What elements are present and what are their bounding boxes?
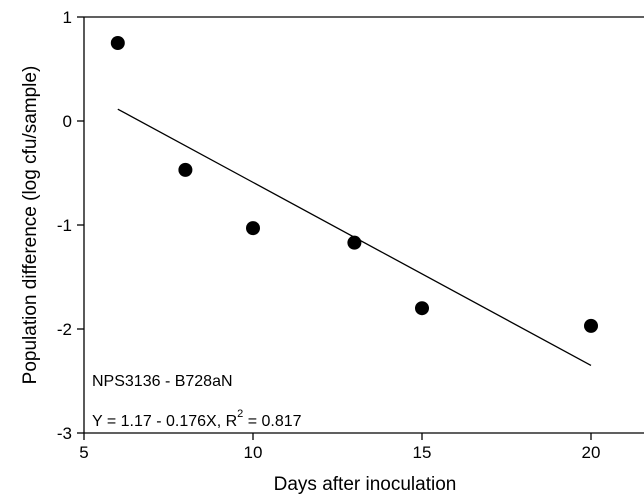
y-tick-label: -3	[57, 424, 72, 443]
data-point	[178, 162, 193, 177]
x-tick-label: 10	[244, 443, 263, 462]
y-tick-label: 1	[63, 8, 72, 27]
y-tick-label: -2	[57, 320, 72, 339]
data-point	[415, 301, 429, 316]
x-ticks: 5 10 15 20	[79, 433, 600, 462]
equation-prefix: Y = 1.17 - 0.176X, R	[92, 413, 237, 430]
equation-annotation: Y = 1.17 - 0.176X, R2 = 0.817	[92, 408, 302, 430]
annotation-label: NPS3136 - B728aN	[92, 373, 233, 390]
y-tick-label: 0	[63, 112, 72, 131]
data-point	[584, 318, 598, 333]
data-point	[246, 221, 260, 236]
data-points	[110, 36, 598, 333]
y-axis-title: Population difference (log cfu/sample)	[20, 66, 41, 385]
x-tick-label: 20	[582, 443, 601, 462]
x-tick-label: 5	[79, 443, 88, 462]
data-point	[110, 36, 125, 50]
y-tick-label: -1	[57, 216, 72, 235]
axes	[83, 16, 644, 434]
y-ticks: -3 -2 -1 0 1	[57, 8, 84, 443]
equation-suffix: = 0.817	[243, 413, 301, 430]
equation-superscript: 2	[237, 408, 243, 420]
x-tick-label: 15	[413, 443, 432, 462]
data-point	[347, 235, 362, 250]
x-axis-title: Days after inoculation	[274, 474, 457, 495]
